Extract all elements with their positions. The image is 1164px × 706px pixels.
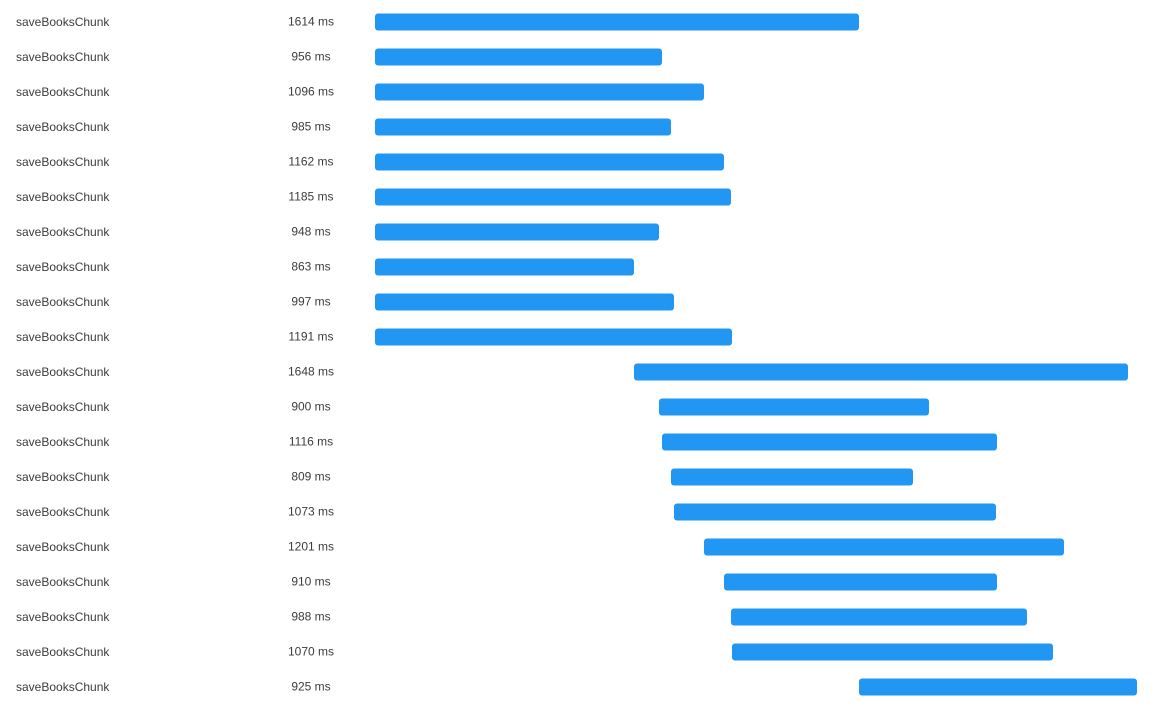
duration-bar[interactable] [661,433,997,450]
duration-bar[interactable] [375,223,660,240]
timeline-row: saveBooksChunk 1614 ms [0,4,1164,39]
row-label: saveBooksChunk [16,84,110,99]
row-duration: 985 ms [291,118,331,133]
row-label: saveBooksChunk [16,119,110,134]
duration-bar[interactable] [670,468,914,485]
timeline-row: saveBooksChunk 863 ms [0,249,1164,284]
timeline-row: saveBooksChunk 1116 ms [0,424,1164,459]
row-duration: 910 ms [291,573,331,588]
duration-bar[interactable] [375,83,704,100]
row-duration: 956 ms [291,48,331,63]
row-duration: 1648 ms [287,363,335,378]
timeline-row: saveBooksChunk 1191 ms [0,319,1164,354]
row-duration: 1614 ms [287,13,335,28]
row-label: saveBooksChunk [16,14,110,29]
row-duration: 1116 ms [288,433,334,448]
timeline-row: saveBooksChunk 910 ms [0,564,1164,599]
row-label: saveBooksChunk [16,224,110,239]
duration-bar[interactable] [375,13,860,30]
row-duration: 1073 ms [287,503,335,518]
row-label: saveBooksChunk [16,364,110,379]
duration-bar[interactable] [633,363,1129,380]
timeline-row: saveBooksChunk 925 ms [0,669,1164,704]
timeline-row: saveBooksChunk 900 ms [0,389,1164,424]
timeline-row: saveBooksChunk 1648 ms [0,354,1164,389]
row-duration: 1191 ms [288,328,334,343]
row-label: saveBooksChunk [16,609,110,624]
row-label: saveBooksChunk [16,154,110,169]
row-duration: 863 ms [291,258,331,273]
timeline-row: saveBooksChunk 1162 ms [0,144,1164,179]
row-label: saveBooksChunk [16,434,110,449]
timeline-row: saveBooksChunk 1201 ms [0,529,1164,564]
row-label: saveBooksChunk [16,644,110,659]
row-label: saveBooksChunk [16,189,110,204]
row-label: saveBooksChunk [16,504,110,519]
timeline-row: saveBooksChunk 1096 ms [0,74,1164,109]
row-duration: 1162 ms [288,153,334,168]
row-duration: 1185 ms [288,188,334,203]
duration-bar[interactable] [730,608,1027,625]
duration-bar[interactable] [732,643,1054,660]
duration-bar[interactable] [375,258,634,275]
row-duration: 997 ms [291,293,331,308]
timeline-row: saveBooksChunk 1185 ms [0,179,1164,214]
timeline-row: saveBooksChunk 948 ms [0,214,1164,249]
timeline-row: saveBooksChunk 1073 ms [0,494,1164,529]
row-duration: 1070 ms [287,643,335,658]
row-label: saveBooksChunk [16,679,110,694]
row-duration: 948 ms [291,223,331,238]
duration-bar[interactable] [375,48,662,65]
timeline-row: saveBooksChunk 1070 ms [0,634,1164,669]
row-label: saveBooksChunk [16,49,110,64]
duration-bar[interactable] [674,503,996,520]
row-label: saveBooksChunk [16,399,110,414]
row-duration: 809 ms [291,468,331,483]
row-duration: 900 ms [291,398,331,413]
duration-bar[interactable] [859,678,1137,695]
duration-bar[interactable] [375,118,671,135]
row-duration: 925 ms [291,678,331,693]
row-label: saveBooksChunk [16,294,110,309]
duration-bar[interactable] [703,538,1065,555]
timeline-row: saveBooksChunk 956 ms [0,39,1164,74]
timeline-row: saveBooksChunk 997 ms [0,284,1164,319]
row-duration: 1201 ms [287,538,335,553]
timeline-row: saveBooksChunk 985 ms [0,109,1164,144]
row-label: saveBooksChunk [16,259,110,274]
row-label: saveBooksChunk [16,539,110,554]
row-label: saveBooksChunk [16,469,110,484]
duration-bar[interactable] [375,328,733,345]
duration-bar[interactable] [375,188,731,205]
timeline-row: saveBooksChunk 809 ms [0,459,1164,494]
duration-bar[interactable] [375,293,675,310]
duration-bar[interactable] [723,573,997,590]
timeline-row: saveBooksChunk 988 ms [0,599,1164,634]
row-label: saveBooksChunk [16,329,110,344]
duration-bar[interactable] [375,153,724,170]
row-duration: 1096 ms [287,83,335,98]
row-label: saveBooksChunk [16,574,110,589]
row-duration: 988 ms [291,608,331,623]
duration-bar[interactable] [659,398,930,415]
